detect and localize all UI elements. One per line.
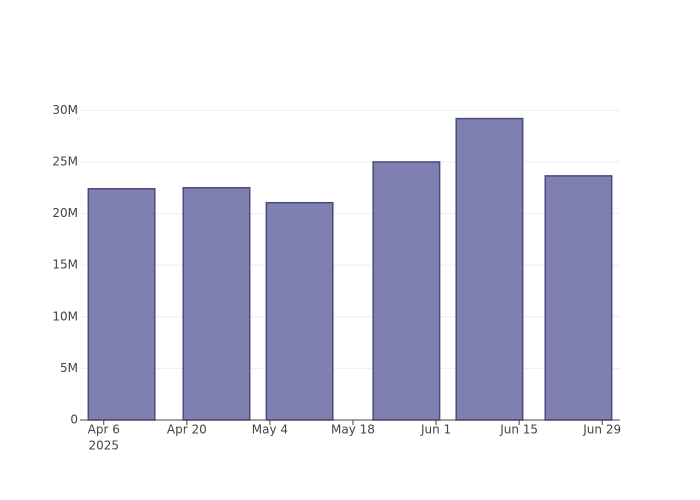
bar bbox=[455, 117, 524, 421]
x-tick-label: Apr 20 bbox=[167, 423, 207, 437]
x-year-label: 2025 bbox=[88, 439, 119, 453]
bar bbox=[372, 161, 441, 421]
x-tick-label: Apr 6 bbox=[88, 423, 120, 437]
x-tick-label: May 18 bbox=[331, 423, 375, 437]
y-tick-label: 20M bbox=[52, 206, 78, 220]
y-tick-label: 5M bbox=[60, 361, 78, 375]
y-tick-label: 15M bbox=[52, 258, 78, 272]
x-tick-label: Jun 1 bbox=[420, 423, 451, 437]
x-tick-label: May 4 bbox=[252, 423, 288, 437]
y-tick-label: 25M bbox=[52, 154, 78, 168]
x-tick-label: Jun 29 bbox=[582, 423, 621, 437]
y-tick-label: 10M bbox=[52, 309, 78, 323]
bar bbox=[265, 201, 334, 421]
bar bbox=[182, 186, 251, 421]
y-tick-label: 0 bbox=[70, 413, 78, 427]
y-tick-label: 30M bbox=[52, 103, 78, 117]
bar bbox=[544, 175, 613, 421]
bar bbox=[87, 188, 156, 421]
x-tick-label: Jun 15 bbox=[499, 423, 538, 437]
